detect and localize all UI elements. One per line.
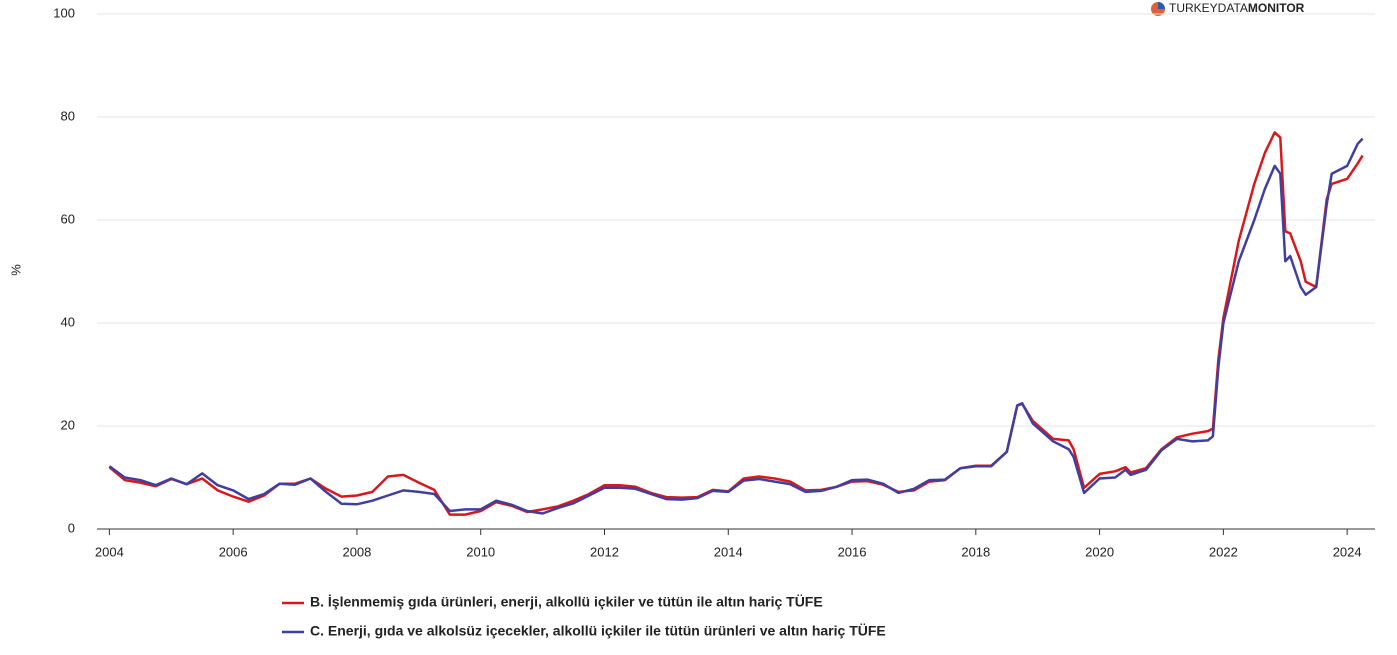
x-tick-label: 2004 bbox=[95, 544, 124, 559]
x-tick-label: 2012 bbox=[590, 544, 619, 559]
x-tick-label: 2020 bbox=[1085, 544, 1114, 559]
logo-icon bbox=[1158, 2, 1165, 9]
x-tick-label: 2016 bbox=[838, 544, 867, 559]
x-tick-label: 2008 bbox=[342, 544, 371, 559]
x-tick-label: 2018 bbox=[961, 544, 990, 559]
x-tick-label: 2010 bbox=[466, 544, 495, 559]
legend-label: B. İşlenmemiş gıda ürünleri, enerji, alk… bbox=[310, 594, 823, 610]
y-tick-label: 0 bbox=[68, 520, 75, 535]
y-tick-label: 40 bbox=[61, 314, 75, 329]
x-tick-label: 2006 bbox=[219, 544, 248, 559]
y-tick-label: 100 bbox=[53, 5, 75, 20]
y-tick-label: 60 bbox=[61, 211, 75, 226]
y-axis-label: % bbox=[8, 264, 23, 276]
logo-text: TURKEYDATA bbox=[1169, 1, 1248, 15]
logo-text: MONITOR bbox=[1248, 1, 1305, 15]
y-tick-label: 80 bbox=[61, 108, 75, 123]
legend-label: C. Enerji, gıda ve alkolsüz içecekler, a… bbox=[310, 623, 886, 639]
y-tick-label: 20 bbox=[61, 417, 75, 432]
x-tick-label: 2024 bbox=[1333, 544, 1362, 559]
x-tick-label: 2022 bbox=[1209, 544, 1238, 559]
series-line bbox=[108, 137, 1364, 515]
x-tick-label: 2014 bbox=[714, 544, 743, 559]
logo: TURKEYDATAMONITOR bbox=[1169, 1, 1305, 15]
